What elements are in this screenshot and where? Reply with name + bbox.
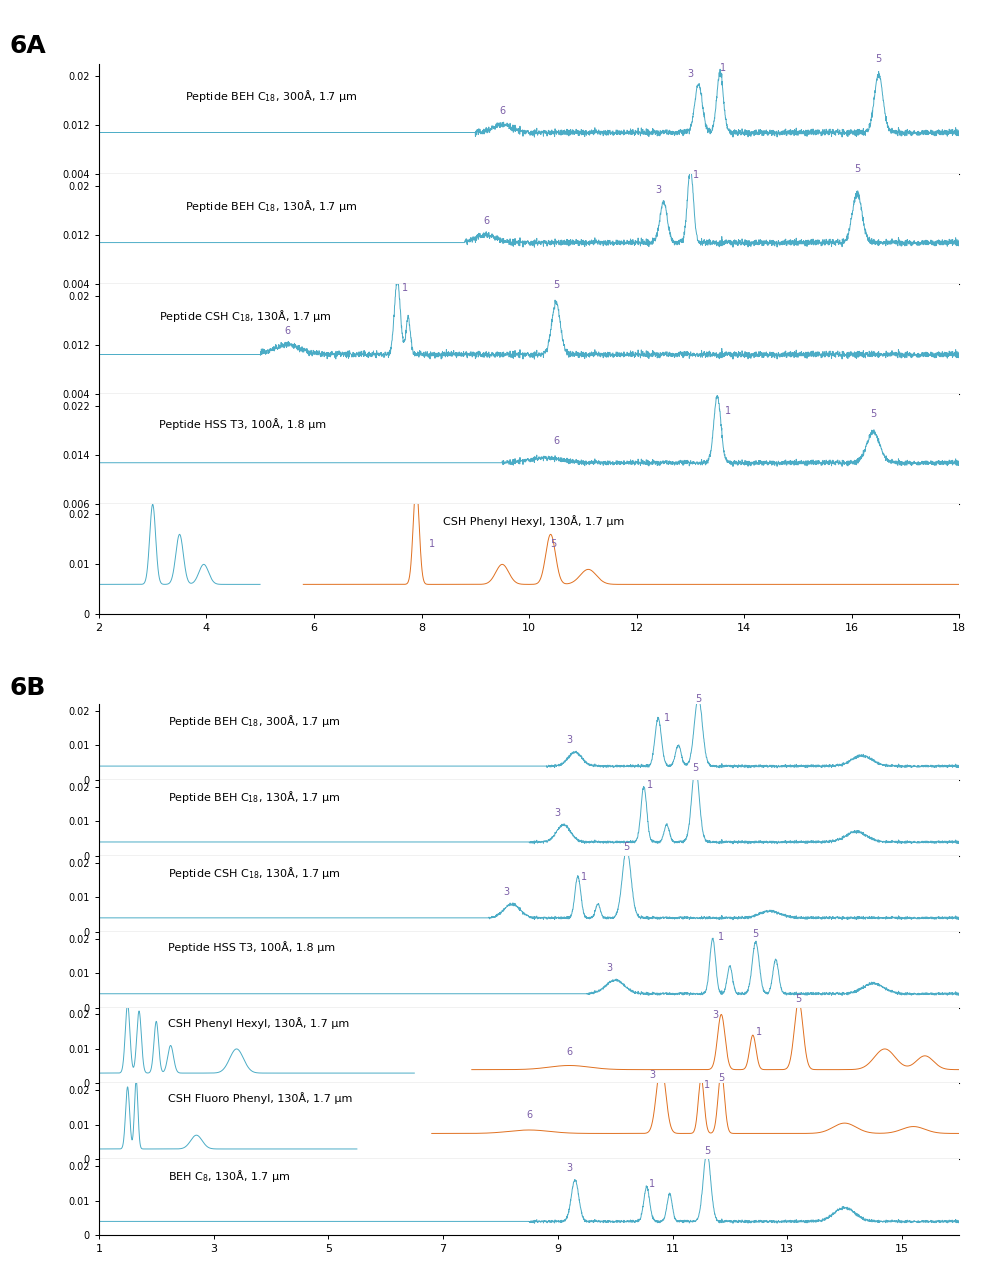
- Text: Peptide BEH C$_{18}$, 300Å, 1.7 μm: Peptide BEH C$_{18}$, 300Å, 1.7 μm: [185, 88, 357, 104]
- Text: CSH Phenyl Hexyl, 130Å, 1.7 μm: CSH Phenyl Hexyl, 130Å, 1.7 μm: [168, 1016, 349, 1029]
- Text: CSH Phenyl Hexyl, 130Å, 1.7 μm: CSH Phenyl Hexyl, 130Å, 1.7 μm: [443, 516, 624, 527]
- Text: 3: 3: [712, 1010, 719, 1020]
- Text: 5: 5: [623, 842, 630, 852]
- Text: Peptide BEH C$_{18}$, 130Å, 1.7 μm: Peptide BEH C$_{18}$, 130Å, 1.7 μm: [185, 198, 357, 214]
- Text: 5: 5: [704, 1146, 710, 1156]
- Text: Peptide CSH C$_{18}$, 130Å, 1.7 μm: Peptide CSH C$_{18}$, 130Å, 1.7 μm: [168, 865, 340, 881]
- Text: BEH C$_{8}$, 130Å, 1.7 μm: BEH C$_{8}$, 130Å, 1.7 μm: [168, 1169, 290, 1184]
- Text: 1: 1: [718, 932, 724, 942]
- Text: 5: 5: [692, 763, 698, 773]
- Text: 5: 5: [550, 539, 557, 549]
- Text: 6: 6: [526, 1110, 532, 1120]
- Text: 1: 1: [403, 283, 408, 293]
- Text: 3: 3: [555, 808, 561, 818]
- Text: 1: 1: [647, 781, 653, 790]
- Text: 5: 5: [718, 1074, 724, 1083]
- Text: 3: 3: [606, 963, 612, 973]
- Text: 1: 1: [704, 1080, 710, 1091]
- Text: 6: 6: [483, 216, 490, 227]
- Text: 3: 3: [503, 887, 509, 897]
- Text: 6A: 6A: [10, 33, 46, 58]
- Text: 1: 1: [692, 170, 699, 180]
- Text: CSH Fluoro Phenyl, 130Å, 1.7 μm: CSH Fluoro Phenyl, 130Å, 1.7 μm: [168, 1093, 352, 1105]
- Text: Peptide CSH C$_{18}$, 130Å, 1.7 μm: Peptide CSH C$_{18}$, 130Å, 1.7 μm: [159, 308, 332, 324]
- Text: Peptide HSS T3, 100Å, 1.8 μm: Peptide HSS T3, 100Å, 1.8 μm: [159, 419, 326, 430]
- Text: 3: 3: [655, 186, 662, 196]
- Text: 6: 6: [499, 106, 505, 116]
- Text: 6B: 6B: [10, 676, 46, 700]
- Text: 5: 5: [695, 694, 701, 704]
- Text: Peptide BEH C$_{18}$, 300Å, 1.7 μm: Peptide BEH C$_{18}$, 300Å, 1.7 μm: [168, 713, 340, 730]
- Text: Peptide BEH C$_{18}$, 130Å, 1.7 μm: Peptide BEH C$_{18}$, 130Å, 1.7 μm: [168, 788, 340, 805]
- Text: 3: 3: [567, 1164, 573, 1172]
- Text: 1: 1: [581, 872, 586, 882]
- Text: 5: 5: [875, 54, 882, 64]
- Text: 3: 3: [567, 736, 573, 745]
- Text: 5: 5: [553, 280, 559, 291]
- Text: 1: 1: [664, 713, 670, 723]
- Text: 1: 1: [650, 1179, 656, 1189]
- Text: Peptide HSS T3, 100Å, 1.8 μm: Peptide HSS T3, 100Å, 1.8 μm: [168, 941, 335, 952]
- Text: 5: 5: [854, 164, 860, 174]
- Text: 1: 1: [720, 63, 726, 73]
- Text: 1: 1: [725, 406, 731, 416]
- Text: 6: 6: [567, 1047, 573, 1056]
- Text: 1: 1: [429, 539, 435, 549]
- Text: 6: 6: [284, 326, 290, 337]
- Text: 3: 3: [687, 69, 693, 79]
- Text: 5: 5: [795, 995, 802, 1004]
- Text: 1: 1: [756, 1027, 762, 1037]
- Text: 6: 6: [553, 436, 559, 447]
- Text: 5: 5: [870, 408, 876, 419]
- Text: 5: 5: [753, 928, 759, 938]
- Text: 3: 3: [650, 1070, 656, 1080]
